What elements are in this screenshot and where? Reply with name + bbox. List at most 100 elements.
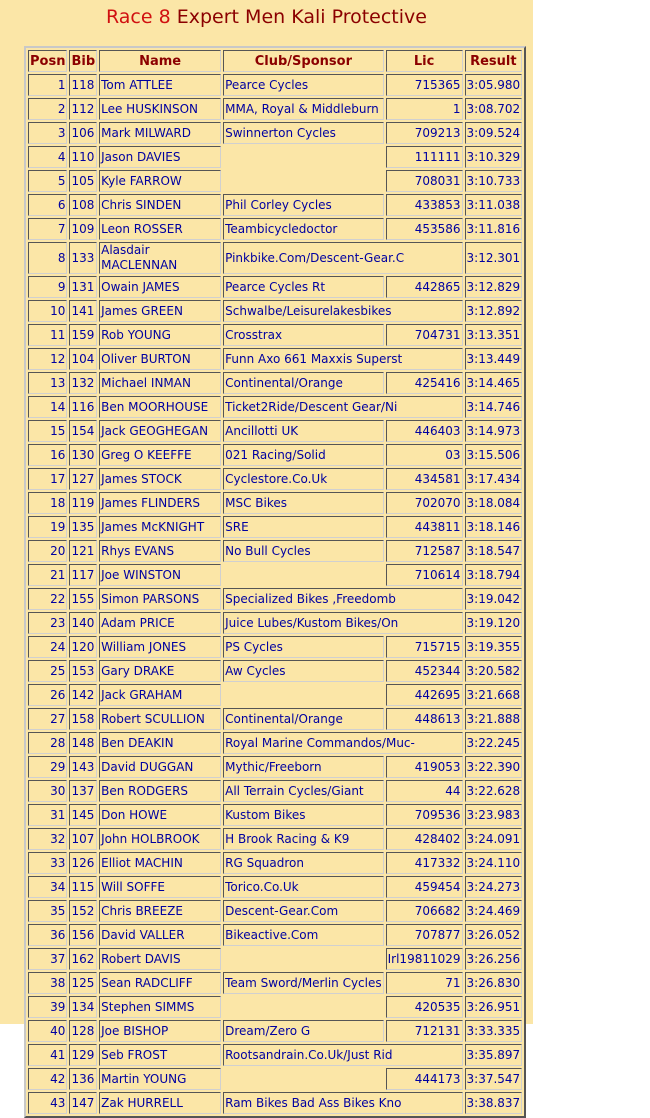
table-row: 16 130 Greg O KEEFFE 021 Racing/Solid 03 3:15…	[28, 444, 523, 466]
cell-club: MSC Bikes	[223, 492, 384, 514]
cell-name: Owain JAMES	[99, 276, 222, 298]
cell-result: 3:11.816	[464, 218, 523, 240]
cell-club: Juice Lubes/Kustom Bikes/On	[223, 612, 463, 634]
table-row: 18 119 James FLINDERS MSC Bikes 702070 3:18.0…	[28, 492, 523, 514]
cell-bib: 127	[69, 468, 98, 490]
cell-lic: 702070	[385, 492, 463, 514]
cell-posn: 23	[28, 612, 68, 634]
cell-name: James STOCK	[99, 468, 222, 490]
cell-result: 3:26.830	[464, 972, 523, 994]
cell-club: MMA, Royal & Middleburn	[223, 98, 384, 120]
cell-result: 3:18.547	[464, 540, 523, 562]
cell-lic: 709213	[385, 122, 463, 144]
cell-club	[223, 170, 384, 192]
cell-name: Alasdair MACLENNAN	[99, 242, 222, 274]
cell-lic: 448613	[385, 708, 463, 730]
cell-club: Mythic/Freeborn	[223, 756, 384, 778]
cell-bib: 148	[69, 732, 98, 754]
cell-bib: 141	[69, 300, 98, 322]
cell-club: All Terrain Cycles/Giant	[223, 780, 384, 802]
cell-bib: 152	[69, 900, 98, 922]
table-row: 12 104 Oliver BURTON Funn Axo 661 Maxxis Su…	[28, 348, 523, 370]
table-row: 34 115 Will SOFFE Torico.Co.Uk 459454 3:24.27…	[28, 876, 523, 898]
cell-result: 3:11.038	[464, 194, 523, 216]
cell-name: Will SOFFE	[99, 876, 222, 898]
race-name: Expert Men Kali Protective	[176, 6, 427, 28]
cell-name: Jack GEOGHEGAN	[99, 420, 222, 442]
cell-name: Tom ATTLEE	[99, 74, 222, 96]
col-header-posn: Posn	[28, 50, 68, 72]
table-row: 6 108 Chris SINDEN Phil Corley Cycles 433853…	[28, 194, 523, 216]
cell-result: 3:10.329	[464, 146, 523, 168]
cell-bib: 162	[69, 948, 98, 970]
cell-result: 3:18.794	[464, 564, 523, 586]
table-row: 39 134 Stephen SIMMS 420535 3:26.951	[28, 996, 523, 1018]
cell-result: 3:15.506	[464, 444, 523, 466]
table-row: 1 118 Tom ATTLEE Pearce Cycles 715365 3:05.98…	[28, 74, 523, 96]
cell-posn: 39	[28, 996, 68, 1018]
cell-posn: 30	[28, 780, 68, 802]
cell-name: Greg O KEEFFE	[99, 444, 222, 466]
cell-club: No Bull Cycles	[223, 540, 384, 562]
cell-posn: 10	[28, 300, 68, 322]
cell-lic: 707877	[385, 924, 463, 946]
cell-name: David VALLER	[99, 924, 222, 946]
cell-result: 3:14.973	[464, 420, 523, 442]
cell-name: Leon ROSSER	[99, 218, 222, 240]
cell-club: Ticket2Ride/Descent Gear/Ni	[223, 396, 463, 418]
table-row: 37 162 Robert DAVIS Irl19811029 3:26.256	[28, 948, 523, 970]
page-title: Race 8 Expert Men Kali Protective	[0, 6, 533, 28]
cell-name: Joe WINSTON	[99, 564, 222, 586]
table-row: 17 127 James STOCK Cyclestore.Co.Uk 434581 3:…	[28, 468, 523, 490]
col-header-result: Result	[464, 50, 523, 72]
cell-bib: 117	[69, 564, 98, 586]
cell-result: 3:37.547	[464, 1068, 523, 1090]
cell-lic: 1	[385, 98, 463, 120]
cell-lic: 03	[385, 444, 463, 466]
table-row: 30 137 Ben RODGERS All Terrain Cycles/Giant…	[28, 780, 523, 802]
table-row: 29 143 David DUGGAN Mythic/Freeborn 419053 3:…	[28, 756, 523, 778]
cell-result: 3:08.702	[464, 98, 523, 120]
cell-lic: 715715	[385, 636, 463, 658]
cell-bib: 112	[69, 98, 98, 120]
cell-name: Elliot MACHIN	[99, 852, 222, 874]
cell-posn: 12	[28, 348, 68, 370]
cell-bib: 155	[69, 588, 98, 610]
cell-result: 3:05.980	[464, 74, 523, 96]
cell-result: 3:12.829	[464, 276, 523, 298]
cell-club: Schwalbe/Leisurelakesbikes	[223, 300, 463, 322]
cell-name: Michael INMAN	[99, 372, 222, 394]
table-row: 7 109 Leon ROSSER Teambicycledoctor 453586 3:…	[28, 218, 523, 240]
cell-name: Gary DRAKE	[99, 660, 222, 682]
cell-result: 3:24.469	[464, 900, 523, 922]
cell-name: James GREEN	[99, 300, 222, 322]
cell-lic: 434581	[385, 468, 463, 490]
cell-bib: 118	[69, 74, 98, 96]
cell-lic: 708031	[385, 170, 463, 192]
cell-club: Bikeactive.Com	[223, 924, 384, 946]
table-row: 28 148 Ben DEAKIN Royal Marine Commandos/Mu…	[28, 732, 523, 754]
cell-name: Jason DAVIES	[99, 146, 222, 168]
cell-bib: 142	[69, 684, 98, 706]
cell-club: Continental/Orange	[223, 372, 384, 394]
cell-bib: 154	[69, 420, 98, 442]
cell-lic: Irl19811029	[385, 948, 463, 970]
cell-bib: 119	[69, 492, 98, 514]
cell-posn: 22	[28, 588, 68, 610]
cell-name: Chris BREEZE	[99, 900, 222, 922]
table-row: 25 153 Gary DRAKE Aw Cycles 452344 3:20.582	[28, 660, 523, 682]
cell-result: 3:17.434	[464, 468, 523, 490]
cell-club: Kustom Bikes	[223, 804, 384, 826]
cell-lic: 446403	[385, 420, 463, 442]
cell-posn: 21	[28, 564, 68, 586]
cell-result: 3:10.733	[464, 170, 523, 192]
cell-club	[223, 948, 384, 970]
cell-result: 3:23.983	[464, 804, 523, 826]
cell-result: 3:13.351	[464, 324, 523, 346]
table-row: 20 121 Rhys EVANS No Bull Cycles 712587 3:18.…	[28, 540, 523, 562]
table-row: 40 128 Joe BISHOP Dream/Zero G 712131 3:33.33…	[28, 1020, 523, 1042]
cell-posn: 13	[28, 372, 68, 394]
cell-club: Team Sword/Merlin Cycles	[223, 972, 384, 994]
cell-bib: 105	[69, 170, 98, 192]
cell-club: Phil Corley Cycles	[223, 194, 384, 216]
